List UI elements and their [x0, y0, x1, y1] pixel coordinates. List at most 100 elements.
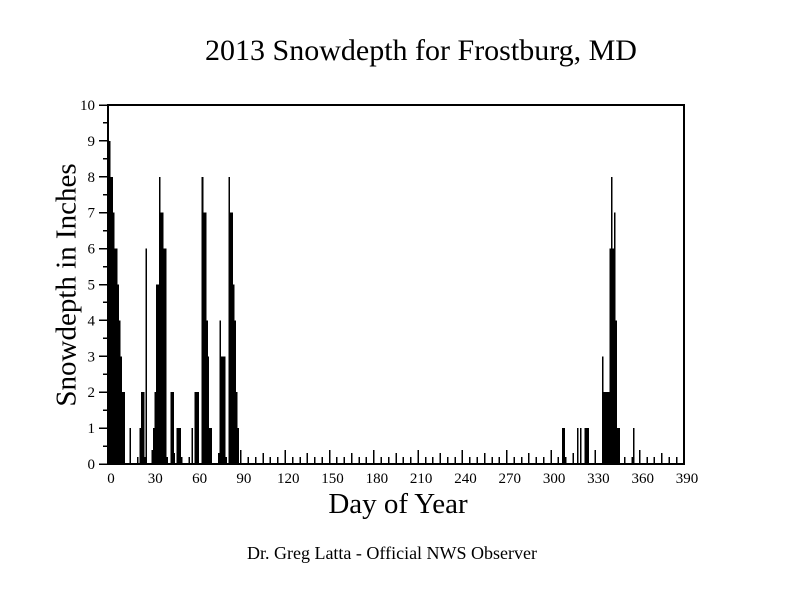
- snowdepth-bar: [141, 392, 143, 464]
- snowdepth-bar: [231, 212, 233, 464]
- x-tick-labels: 0 30 60 90 120 150 180 210 240 270 300 330 360 390: [107, 471, 698, 487]
- snowdepth-bar: [201, 176, 204, 465]
- snowdepth-bar: [603, 392, 606, 464]
- y-tick-label: 1: [88, 421, 96, 437]
- snowdepth-bar: [210, 428, 213, 464]
- snowdepth-bar: [145, 248, 148, 464]
- snowdepth-bar: [576, 428, 579, 464]
- snowdepth-bar: [222, 356, 224, 464]
- snowdepth-bar: [154, 392, 157, 464]
- snowdepth-bar: [197, 392, 199, 464]
- snowdepth-bar: [179, 428, 182, 464]
- y-tick-label: 9: [88, 134, 96, 150]
- snowdepth-bar: [111, 176, 114, 465]
- snowdepth-bar: [237, 428, 239, 464]
- snowdepth-bar: [116, 248, 118, 464]
- x-tick-label: 90: [236, 471, 251, 487]
- snowdepth-bar: [176, 428, 179, 464]
- snowdepth-bar: [164, 248, 167, 464]
- snowdepth-bar: [203, 212, 205, 464]
- y-tick-label: 0: [88, 457, 96, 473]
- x-axis-title: Day of Year: [328, 488, 468, 520]
- snowdepth-bar: [129, 428, 131, 464]
- caption: Dr. Greg Latta - Official NWS Observer: [246, 543, 538, 563]
- snowdepth-bar: [155, 284, 158, 464]
- snowdepth-bar: [117, 284, 120, 464]
- snowdepth-bar: [609, 248, 611, 464]
- x-tick-label: 210: [410, 471, 433, 487]
- snowdepth-bar: [191, 428, 193, 464]
- x-tick-label: 0: [107, 471, 115, 487]
- snowdepth-bar: [587, 428, 589, 464]
- snowdepth-bar: [172, 392, 174, 464]
- snowdepth-bar: [220, 356, 223, 464]
- snowdepth-bar: [119, 320, 121, 464]
- x-tick-label: 330: [587, 471, 610, 487]
- snowdepth-bar: [612, 248, 614, 464]
- snowdepth-bar: [207, 356, 210, 464]
- snowdepth-bar: [615, 320, 617, 464]
- x-tick-label: 150: [321, 471, 344, 487]
- y-tick-label: 2: [88, 385, 96, 401]
- snowdepth-bar: [616, 428, 619, 464]
- snowdepth-bar: [235, 392, 238, 464]
- x-tick-label: 390: [676, 471, 699, 487]
- y-tick-label: 5: [88, 278, 96, 294]
- snowdepth-bar: [113, 212, 115, 464]
- snowdepth-bar: [142, 392, 145, 464]
- x-tick-label: 30: [148, 471, 163, 487]
- snowdepth-bar: [139, 428, 142, 464]
- snowdepth-bar: [232, 284, 235, 464]
- snowdepth-bar: [606, 392, 608, 464]
- y-tick-label: 4: [88, 313, 96, 329]
- snowdepth-bar: [219, 320, 222, 464]
- snowdepth-bar: [170, 392, 173, 464]
- snowdepth-bar: [194, 392, 196, 464]
- y-tick-label: 7: [88, 206, 96, 222]
- snowdepth-bar: [178, 428, 180, 464]
- y-tick-labels: 0 1 2 3 4 5 6 7 8 9 10: [80, 98, 96, 473]
- y-tick-label: 3: [88, 349, 96, 365]
- snowdepth-bar: [579, 428, 582, 464]
- y-axis-ticks: [99, 104, 109, 465]
- snowdepth-bar: [563, 428, 566, 464]
- snowdepth-bar: [607, 392, 610, 464]
- x-tick-label: 180: [366, 471, 389, 487]
- snowdepth-bar: [110, 176, 112, 465]
- snowdepth-bar: [610, 176, 613, 465]
- snowdepth-bar: [206, 320, 208, 464]
- snowdepth-bar: [157, 284, 160, 464]
- snowdepth-bar: [114, 248, 117, 464]
- snowdepth-bar: [163, 248, 165, 464]
- snowdepth-bar: [601, 356, 604, 464]
- snowdepth-bar: [195, 392, 198, 464]
- snowdepth-bar: [234, 320, 236, 464]
- y-tick-label: 10: [80, 98, 95, 114]
- x-tick-label: 240: [454, 471, 477, 487]
- snowdepth-bar: [632, 428, 635, 464]
- snowdepth-bar: [120, 356, 123, 464]
- snowdepth-bar: [209, 428, 211, 464]
- y-tick-label: 6: [88, 242, 96, 258]
- snowdepth-bar: [161, 212, 164, 464]
- snowdepth-bar: [584, 428, 586, 464]
- chart-title: 2013 Snowdepth for Frostburg, MD: [205, 34, 637, 67]
- snowdepth-bar: [604, 392, 607, 464]
- x-tick-label: 60: [192, 471, 207, 487]
- snowdepth-bar: [618, 428, 620, 464]
- x-tick-label: 300: [543, 471, 566, 487]
- snowdepth-bars: [108, 140, 635, 465]
- x-tick-label: 270: [499, 471, 522, 487]
- x-tick-label: 120: [277, 471, 300, 487]
- snowdepth-bar: [613, 212, 616, 464]
- snowdepth-bar: [123, 392, 126, 464]
- snowdepth-bar: [585, 428, 588, 464]
- snowdepth-bar: [204, 212, 207, 464]
- snowdepth-bar: [228, 176, 230, 465]
- snowdepth-bar: [229, 212, 232, 464]
- y-tick-label: 8: [88, 170, 96, 186]
- snowdepth-bar: [223, 356, 226, 464]
- snowdepth-bar: [108, 140, 111, 464]
